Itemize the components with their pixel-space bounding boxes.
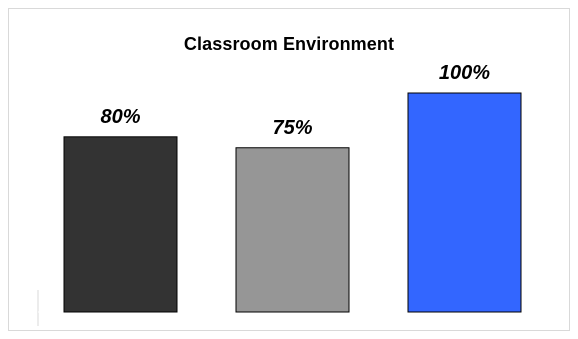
- bar-2: [235, 147, 350, 313]
- data-label-3: 100%: [439, 62, 490, 84]
- data-label-2: 75%: [272, 117, 312, 139]
- bar-3: [407, 92, 522, 313]
- data-labels-group: 80% 75% 100%: [100, 62, 490, 139]
- chart-title: Classroom Environment: [183, 34, 395, 54]
- bar-1: [63, 136, 178, 313]
- bars-group: [63, 92, 522, 313]
- data-label-1: 80%: [100, 106, 140, 128]
